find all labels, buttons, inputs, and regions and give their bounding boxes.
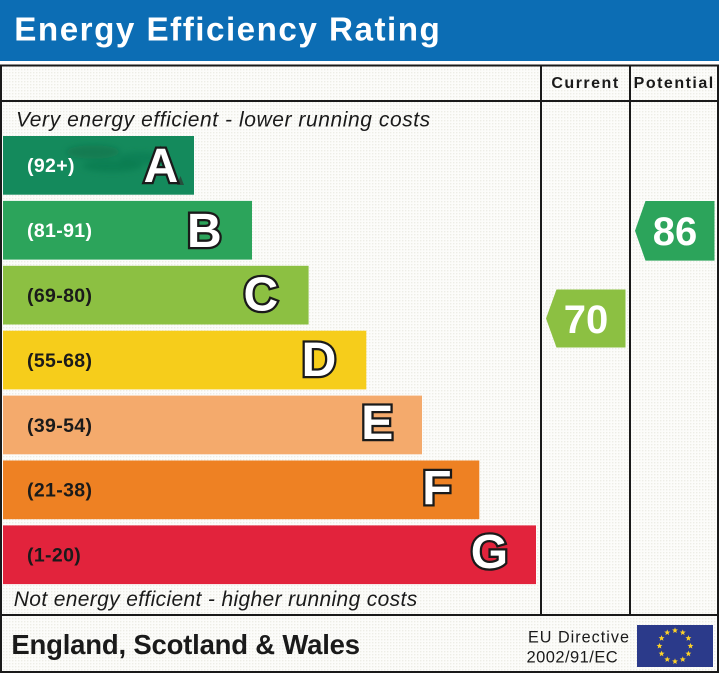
svg-text:2002/91/EC: 2002/91/EC: [527, 648, 619, 666]
svg-text:(21-38): (21-38): [27, 480, 92, 502]
svg-text:70: 70: [564, 298, 609, 342]
svg-text:Not energy efficient - higher: Not energy efficient - higher running co…: [14, 588, 418, 611]
svg-text:G: G: [471, 526, 508, 579]
svg-text:E: E: [361, 397, 393, 450]
svg-text:C: C: [243, 269, 278, 322]
svg-text:D: D: [302, 334, 337, 387]
svg-text:(92+): (92+): [27, 155, 75, 177]
svg-text:(1-20): (1-20): [27, 545, 81, 567]
svg-text:EU Directive: EU Directive: [528, 629, 630, 647]
svg-text:England, Scotland & Wales: England, Scotland & Wales: [11, 629, 359, 660]
svg-text:(55-68): (55-68): [27, 350, 92, 372]
svg-text:F: F: [422, 462, 451, 515]
svg-text:(81-91): (81-91): [27, 220, 92, 242]
svg-text:A: A: [144, 140, 179, 193]
svg-text:Energy Efficiency Rating: Energy Efficiency Rating: [14, 11, 441, 48]
svg-text:(39-54): (39-54): [27, 415, 92, 437]
svg-text:Very energy efficient - lower: Very energy efficient - lower running co…: [16, 108, 431, 131]
svg-text:B: B: [187, 205, 222, 258]
svg-text:Potential: Potential: [634, 75, 715, 92]
svg-text:86: 86: [653, 210, 698, 254]
svg-text:(69-80): (69-80): [27, 285, 92, 307]
svg-text:Current: Current: [551, 75, 619, 92]
